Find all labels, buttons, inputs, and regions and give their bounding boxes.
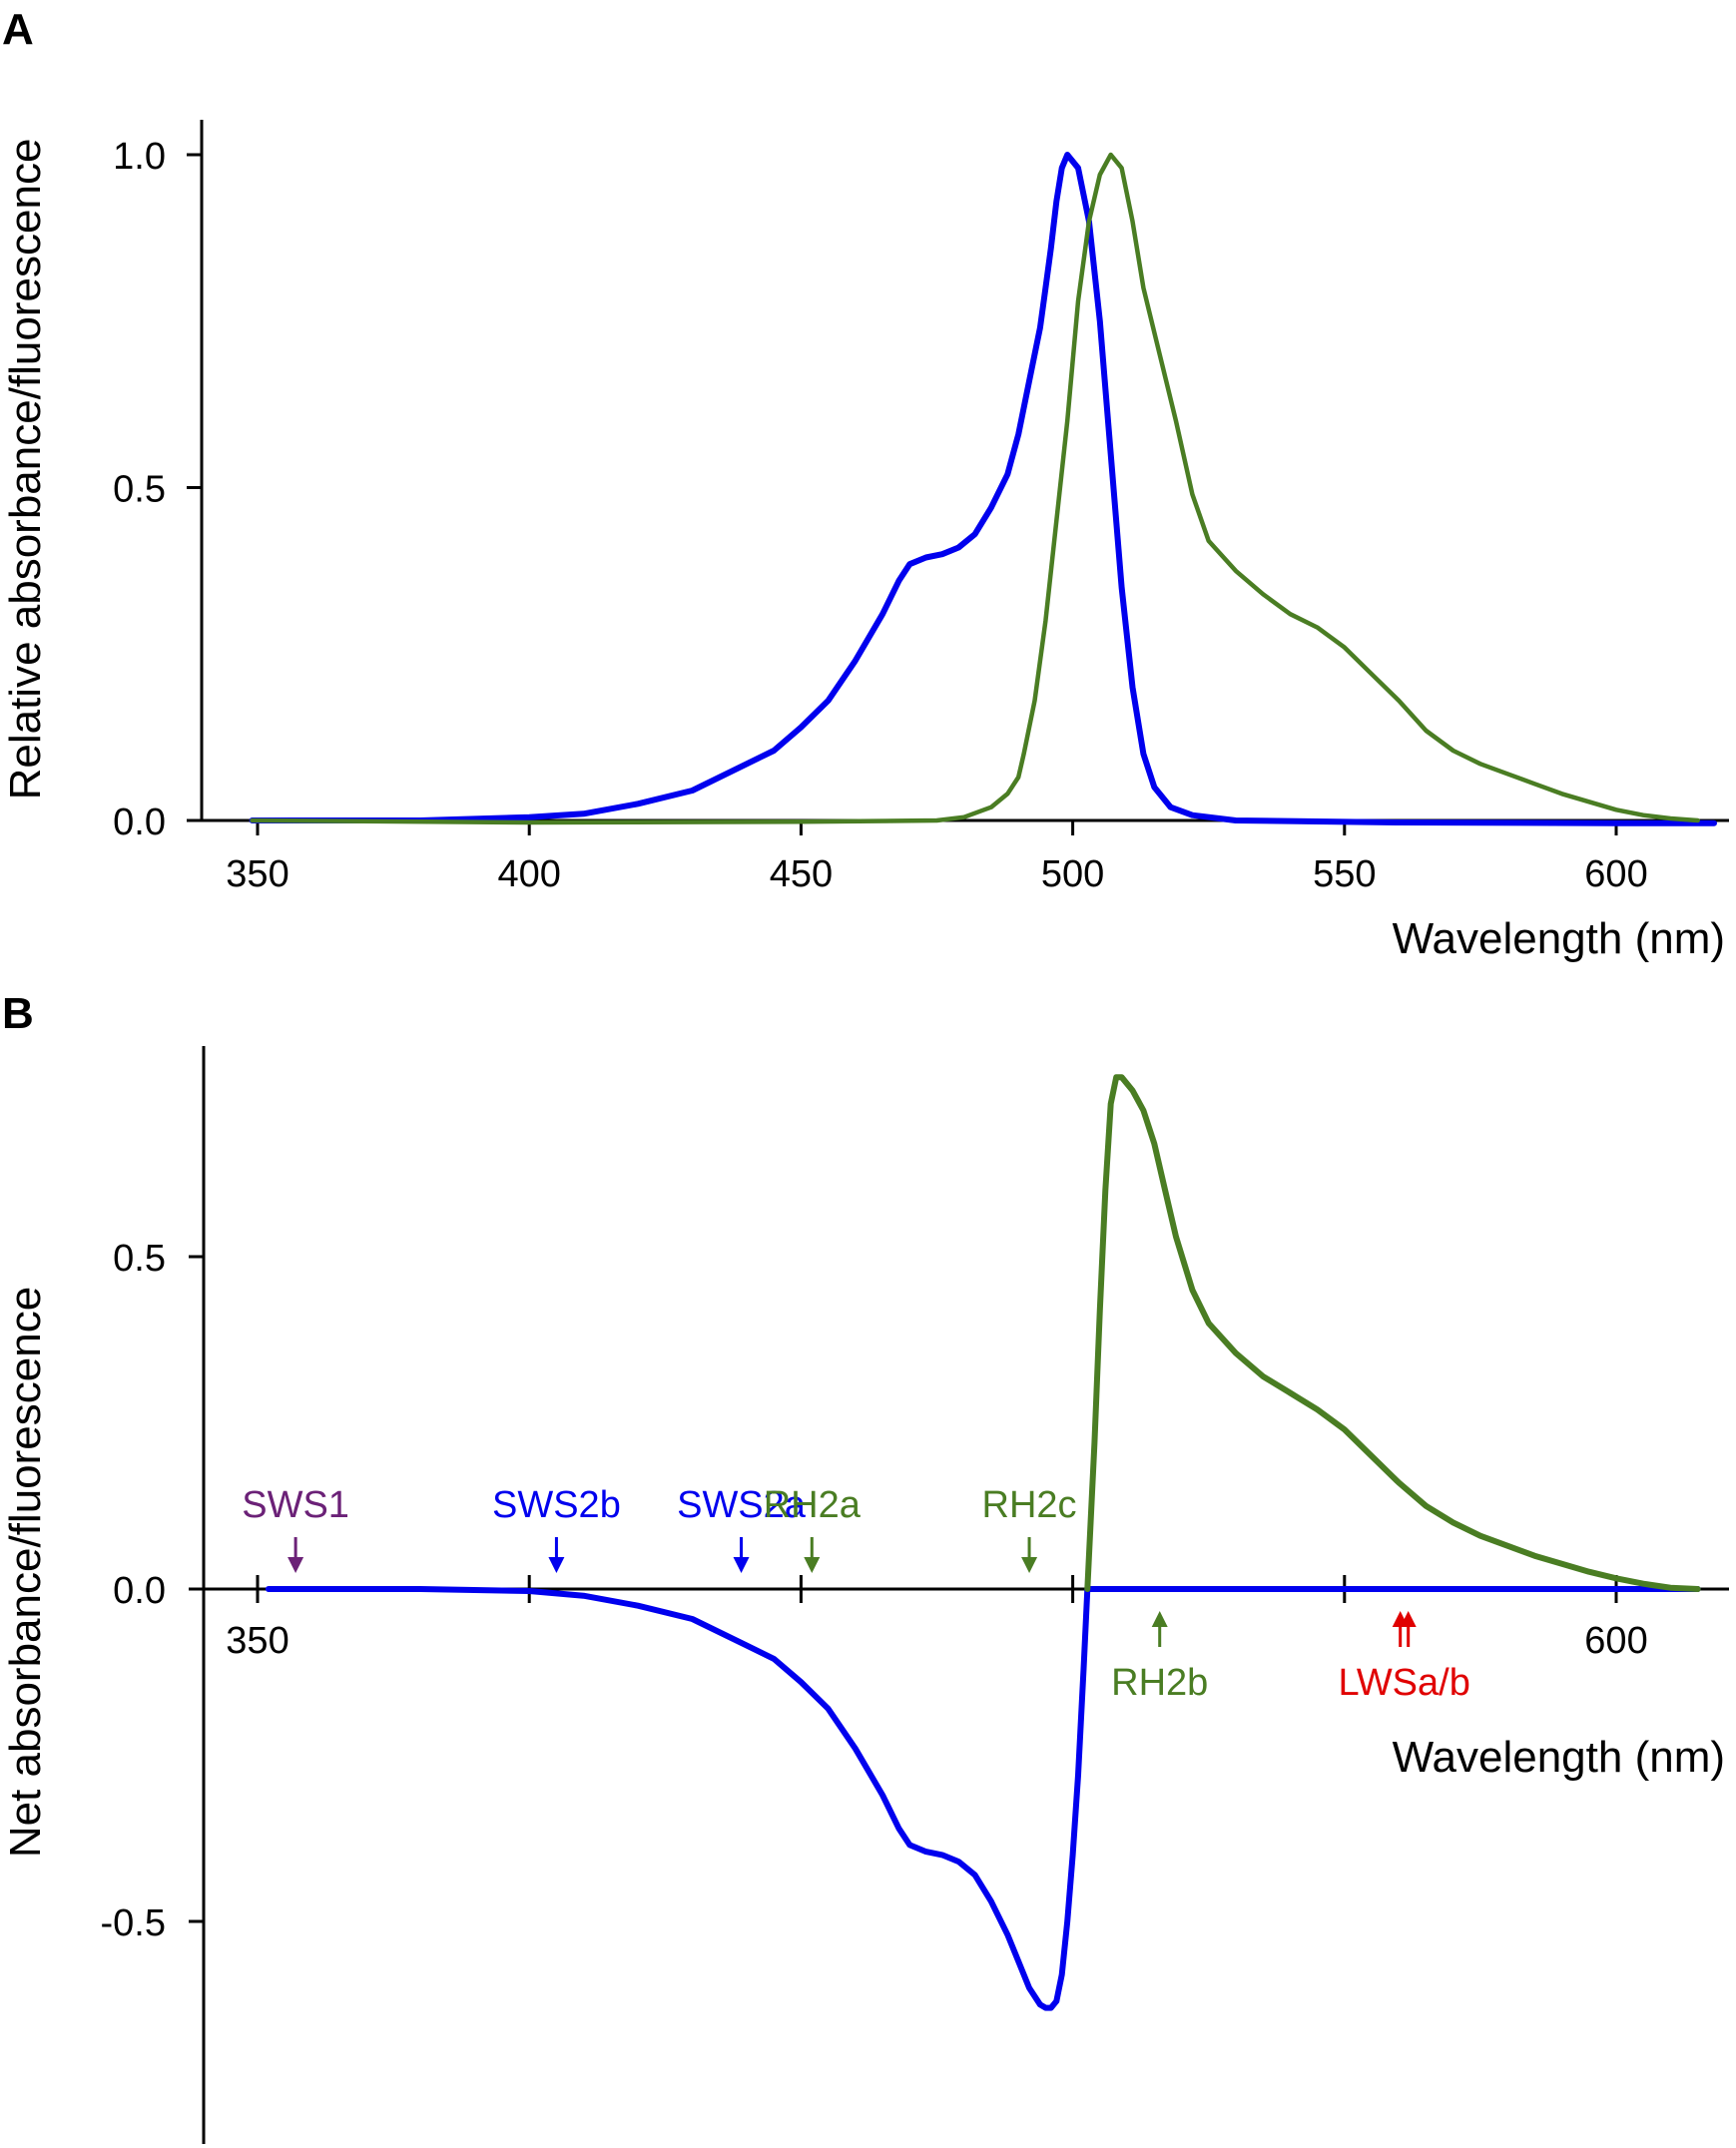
panel-b-x-tick-label: 600 <box>1584 1620 1647 1662</box>
annotation-label-sws2a: SWS2a <box>677 1484 807 1526</box>
annotation-label-sws1: SWS1 <box>242 1484 349 1526</box>
panel-b-series-negative <box>265 1586 1701 2011</box>
annotation-label-rh2a: RH2a <box>764 1484 862 1526</box>
panel-b-label: B <box>2 989 34 1038</box>
panel-b-series-positive <box>1084 1074 1701 1592</box>
panel-a-x-tick-label: 500 <box>1041 853 1104 895</box>
panel-a-y-tick-label: 0.0 <box>113 802 166 843</box>
annotation-arrowhead-sws2b <box>548 1557 565 1573</box>
panel-a-x-tick-label: 600 <box>1584 853 1647 895</box>
annotation-label-rh2c: RH2c <box>982 1484 1077 1526</box>
annotation-label-lwsa-b: LWSa/b <box>1339 1662 1470 1704</box>
panel-a-series-absorbance <box>249 152 1717 826</box>
panel-b-x-axis-label: Wavelength (nm) <box>1393 1733 1725 1782</box>
annotation-arrowhead-rh2b <box>1151 1611 1168 1627</box>
annotation-arrowhead-rh2c <box>1021 1557 1038 1573</box>
panel-b-y-tick-label: 0.0 <box>113 1570 166 1612</box>
panel-a: A Relative absorbance/fluorescence Wavel… <box>1 5 1729 963</box>
panel-b-y-tick-label: 0.5 <box>113 1238 166 1280</box>
panel-a-label: A <box>2 5 34 54</box>
annotation-arrowhead-sws2a <box>733 1557 750 1573</box>
panel-a-x-tick-label: 400 <box>497 853 560 895</box>
annotation-label-sws2b: SWS2b <box>492 1484 621 1526</box>
annotation-arrowhead-rh2a <box>804 1557 821 1573</box>
panel-b: B Net absorbance/fluorescence Wavelength… <box>1 989 1729 2144</box>
panel-b-x-tick-label: 350 <box>226 1620 289 1662</box>
panel-a-x-tick-label: 450 <box>770 853 833 895</box>
annotation-label-rh2b: RH2b <box>1111 1662 1208 1704</box>
annotation-arrowhead-lwsa-b <box>1400 1611 1417 1627</box>
panel-a-y-tick-label: 1.0 <box>113 136 166 178</box>
panel-a-y-tick-label: 0.5 <box>113 469 166 511</box>
panel-a-x-tick-label: 350 <box>226 853 289 895</box>
annotation-arrowhead-sws1 <box>288 1557 304 1573</box>
panel-a-series-fluorescence <box>250 152 1700 825</box>
panel-a-x-axis-label: Wavelength (nm) <box>1393 914 1725 963</box>
panel-b-y-axis-label: Net absorbance/fluorescence <box>1 1287 50 1858</box>
panel-b-y-tick-label: -0.5 <box>101 1902 166 1944</box>
panel-a-x-tick-label: 550 <box>1313 853 1376 895</box>
panel-a-y-axis-label: Relative absorbance/fluorescence <box>1 139 50 801</box>
